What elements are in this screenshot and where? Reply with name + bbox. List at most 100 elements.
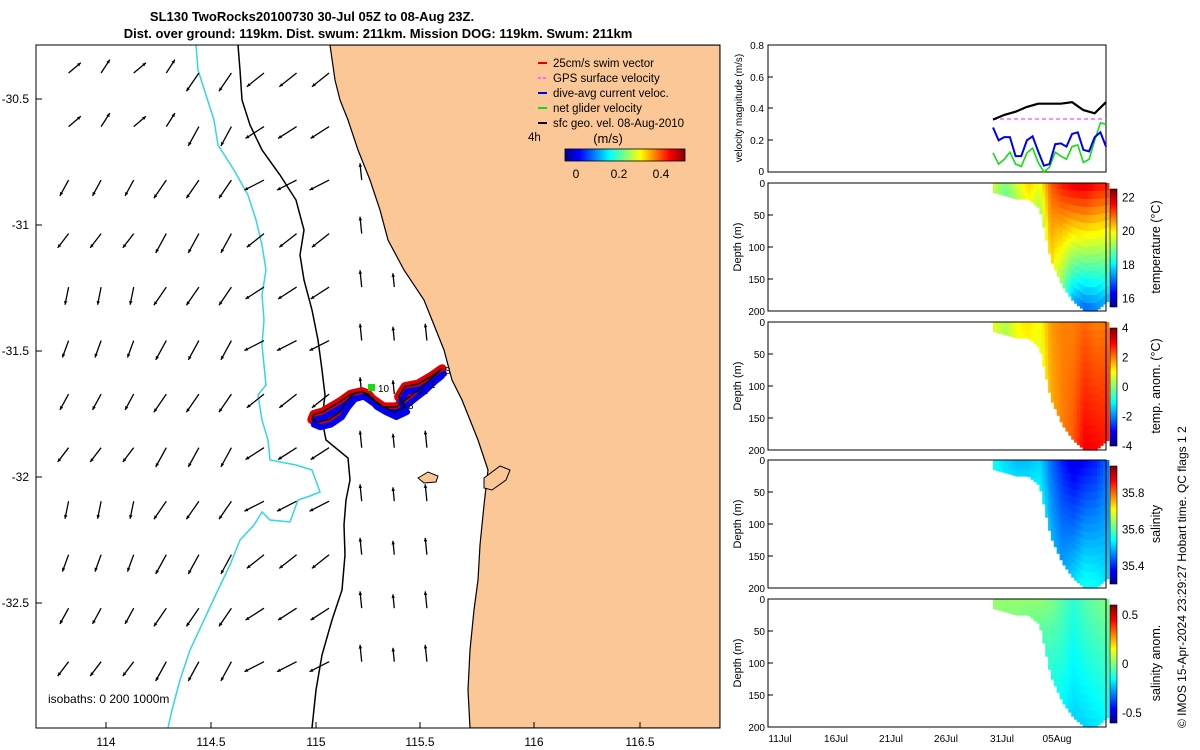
salinity-cell [1082,499,1087,509]
temperature-cell [1077,267,1081,276]
salinity-cell [1027,471,1032,474]
salinity-anom-cell [1077,668,1081,677]
salinity-anom-cell [1036,620,1040,623]
temperature-cell [1022,186,1026,188]
salinity-anom-cell [1010,604,1014,606]
temperature-cell [1039,211,1043,215]
current-arrow-head [153,408,158,413]
salinity-anom-cell [1085,607,1090,616]
current-arrow-shaft [311,72,330,88]
temp-anom-cell [1045,329,1049,334]
temp-anom-cell [1039,329,1043,333]
temperature-cell [1094,247,1098,256]
salinity-cell [1103,550,1107,559]
temp-anom-cell [1068,350,1072,358]
salinity-cell [1010,460,1014,463]
temp-anom-cell [998,324,1003,326]
temperature-cell [1059,276,1063,284]
salinity-cell [1036,482,1040,485]
salinity-anom-ytick: 200 [748,723,765,734]
salinity-anom-cell [1004,602,1008,604]
temp-anom-cell [1088,354,1092,363]
salinity-cell [1042,495,1046,499]
salinity-anom-cell [1019,599,1023,601]
salinity-cell [1024,464,1029,466]
salinity-cell [1097,483,1101,493]
temperature-cell [1094,263,1098,272]
temp-anom-cell [1097,377,1101,386]
map-y-tick: -32 [12,470,30,484]
salinity-cblabel: salinity [1149,504,1163,543]
temperature-cell [1007,194,1011,196]
temp-anom-cell [1106,388,1110,397]
salinity-cell [1088,468,1092,477]
salinity-cell [1039,477,1043,480]
salinity-anom-cell [998,601,1003,604]
temp-anom-cell [1100,376,1104,385]
temperature-cell [1071,219,1075,228]
salinity-cell [1082,491,1087,501]
temperature-cell [1056,200,1061,207]
salinity-anom-cell [1039,612,1043,615]
salinity-anom-cell [1091,663,1095,672]
salinity-anom-cell [1106,710,1110,718]
temperature-cell [1048,213,1052,219]
salinity-anom-cell [1088,687,1092,696]
salinity-anom-cell [1016,608,1020,610]
salinity-cell [995,462,1000,464]
temperature-cell [1050,243,1055,249]
temp-anom-cell [998,327,1003,329]
salinity-anom-cell [1039,616,1043,619]
salinity-cell [1094,524,1098,533]
salinity-cell [1033,460,1037,462]
temp-anom-cell [1022,336,1026,338]
temperature-cell [1039,190,1043,194]
salinity-ylabel: Depth (m) [732,500,744,549]
temperature-cell [1033,187,1037,190]
temp-anom-cell [1048,357,1052,363]
temp-anom-cell [1045,372,1049,377]
salinity-cell [1053,481,1058,488]
salinity-cell [1079,514,1084,524]
temperature-cell [1004,189,1008,191]
current-arrow-shaft [187,233,200,254]
salinity-anom-cell [1065,701,1069,709]
temperature-ytick: 100 [748,243,765,254]
salinity-cell [1094,572,1098,581]
salinity-anom-cell [1059,605,1063,612]
temp-anom-ytick: 100 [748,382,765,393]
salinity-cell [1074,482,1078,491]
temp-anom-cell [1010,323,1014,326]
temperature-cell [1071,190,1075,199]
salinity-anom-cell [1065,680,1069,689]
temp-anom-cell [1082,377,1087,387]
temp-anom-cell [1085,426,1090,435]
salinity-anom-cell [998,599,1003,601]
salinity-cell [1056,477,1061,484]
temperature-cell [1065,257,1069,266]
temp-anom-cell [1050,382,1055,388]
temp-anom-cell [1007,324,1011,327]
salinity-anom-cell [1048,651,1052,657]
temperature-cell [1045,215,1049,220]
temp-anom-cell [1030,335,1035,337]
salinity-cell [1053,470,1058,477]
temp-anom-cell [1062,394,1066,402]
temperature-cell [1079,183,1084,192]
current-arrow-head [423,644,428,649]
salinity-cell [1091,516,1095,525]
salinity-anom-cell [1062,664,1066,672]
current-arrow-shaft [218,72,232,92]
salinity-anom-cell [1091,631,1095,640]
temperature-cell [998,192,1003,195]
current-arrow-head [127,353,131,358]
salinity-cell [1036,472,1040,475]
salinity-cell [1103,497,1107,506]
temp-anom-cell [1019,327,1023,329]
current-arrow-head [186,515,190,520]
salinity-anom-cell [1085,615,1090,624]
salinity-cell [1088,556,1092,565]
salinity-anom-cell [1004,607,1008,610]
temp-anom-cell [1100,345,1104,354]
